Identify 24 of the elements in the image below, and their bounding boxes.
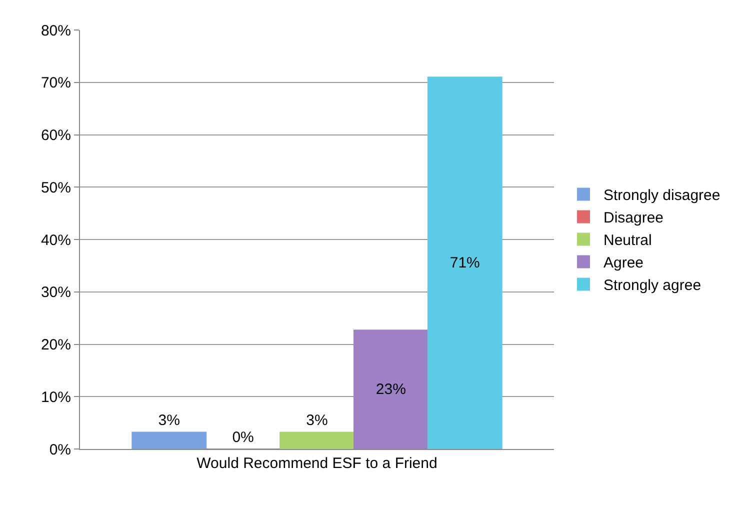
y-tick-label: 40% <box>40 232 71 249</box>
legend-label: Strongly disagree <box>603 187 720 204</box>
y-tick-label: 10% <box>40 388 71 406</box>
legend-label: Neutral <box>603 232 652 250</box>
y-tick-label: 0% <box>49 441 71 458</box>
data-label: 23% <box>376 381 406 398</box>
data-label: 71% <box>450 254 480 272</box>
y-tick-label: 80% <box>40 22 71 40</box>
bar <box>427 76 502 449</box>
y-tick-label: 30% <box>40 284 71 302</box>
y-tick-label: 20% <box>40 336 71 354</box>
legend-label: Disagree <box>603 210 664 227</box>
y-tick-label: 50% <box>40 179 71 196</box>
data-label: 0% <box>232 429 254 446</box>
bar <box>280 432 354 449</box>
x-tick-label: Would Recommend ESF to a Friend <box>196 455 438 472</box>
bar <box>353 330 428 449</box>
legend-label: Strongly agree <box>603 277 702 294</box>
bar <box>132 432 207 449</box>
data-label: 3% <box>158 412 180 430</box>
data-label: 3% <box>306 412 328 430</box>
legend-label: Agree <box>603 254 644 272</box>
y-tick-label: 70% <box>40 74 71 92</box>
y-tick-label: 60% <box>40 127 71 144</box>
